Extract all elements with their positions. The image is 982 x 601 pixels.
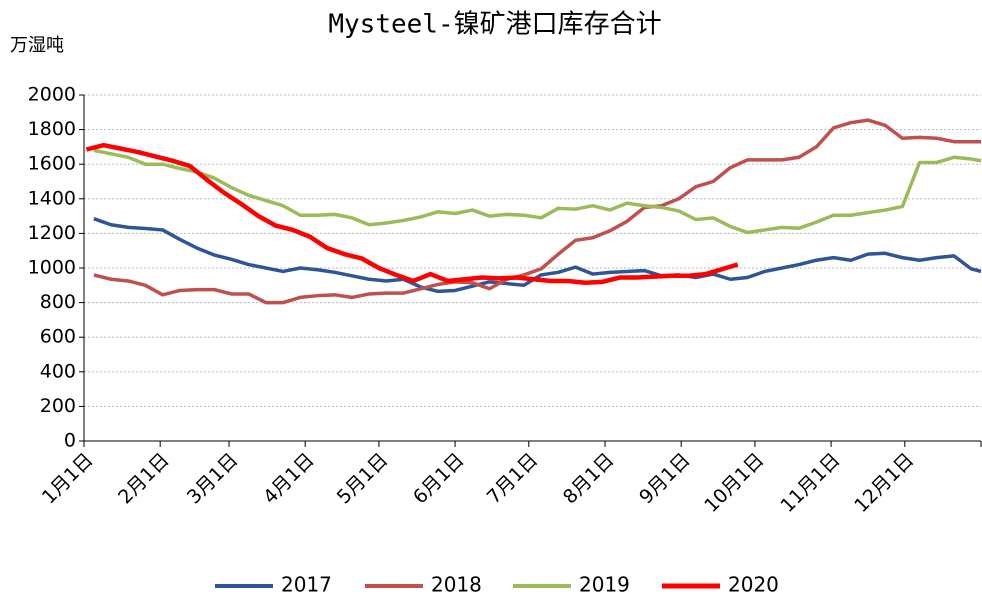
x-tick-label: 9月1日 [635,449,695,509]
chart-title: Mysteel-镍矿港口库存合计 [328,10,661,40]
y-tick-label: 200 [40,395,76,417]
x-tick-label: 3月1日 [183,449,243,509]
legend-label: 2020 [728,573,779,597]
y-tick-label: 1200 [28,222,76,244]
x-tick-label: 2月1日 [114,449,174,509]
y-tick-label: 400 [40,360,76,382]
series-line [93,217,982,294]
x-tick-label: 1月1日 [38,449,98,509]
x-tick-label: 12月1日 [850,449,918,517]
series-line [85,142,739,285]
series-line [93,118,981,305]
series-line [93,148,982,235]
y-tick-label: 1800 [28,118,76,140]
x-tick-label: 4月1日 [259,449,319,509]
x-tick-label: 7月1日 [483,449,543,509]
legend-label: 2019 [579,573,630,597]
y-tick-label: 600 [40,326,76,348]
y-tick-label: 1000 [28,257,76,279]
x-tick-label: 10月1日 [700,449,768,517]
y-axis-label: 万湿吨 [10,35,64,56]
y-tick-label: 2000 [28,84,76,106]
legend-label: 2018 [431,573,482,597]
x-tick-label: 11月1日 [776,449,844,517]
x-tick-label: 6月1日 [409,449,469,509]
legend-label: 2017 [281,573,332,597]
x-tick-label: 5月1日 [333,449,393,509]
y-tick-label: 800 [40,291,76,313]
y-tick-label: 1600 [28,153,76,175]
y-tick-label: 0 [64,430,76,452]
x-tick-label: 8月1日 [559,449,619,509]
y-tick-label: 1400 [28,187,76,209]
